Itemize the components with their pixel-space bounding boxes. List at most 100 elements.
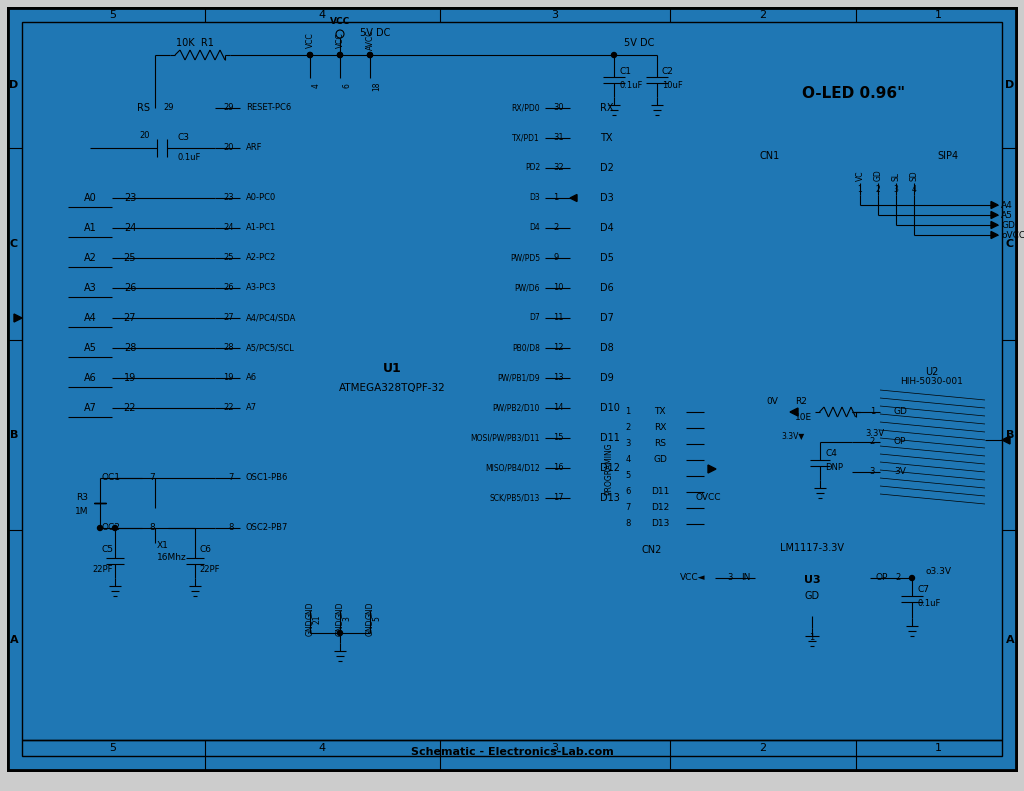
Text: VCC◄: VCC◄ xyxy=(680,573,705,582)
Text: 27: 27 xyxy=(223,313,234,323)
Text: RX: RX xyxy=(653,423,667,433)
Circle shape xyxy=(909,576,914,581)
Text: PD2: PD2 xyxy=(524,164,540,172)
Text: 2: 2 xyxy=(869,437,874,446)
Bar xyxy=(618,400,686,538)
Text: 2: 2 xyxy=(626,423,631,433)
Text: B: B xyxy=(10,430,18,440)
Text: 24: 24 xyxy=(223,224,234,233)
Text: RX: RX xyxy=(600,103,613,113)
Text: TX/PD1: TX/PD1 xyxy=(512,134,540,142)
Text: R3: R3 xyxy=(76,493,88,501)
Bar xyxy=(880,390,985,490)
Text: 12: 12 xyxy=(553,343,563,353)
Text: o3.3V: o3.3V xyxy=(925,567,951,577)
Text: A: A xyxy=(9,635,18,645)
Text: A3-PC3: A3-PC3 xyxy=(246,283,276,293)
Text: 3: 3 xyxy=(869,467,874,476)
Text: GD: GD xyxy=(893,407,907,417)
Text: 7: 7 xyxy=(626,504,631,513)
Polygon shape xyxy=(991,211,998,218)
Text: GND: GND xyxy=(336,601,344,619)
Text: D: D xyxy=(9,80,18,90)
Text: C4: C4 xyxy=(825,449,837,459)
Text: PW/PB2/D10: PW/PB2/D10 xyxy=(493,403,540,412)
Text: C1: C1 xyxy=(618,66,631,75)
Polygon shape xyxy=(991,202,998,209)
Text: 22PF: 22PF xyxy=(92,566,113,574)
Text: A7: A7 xyxy=(246,403,257,412)
Text: A6: A6 xyxy=(246,373,257,383)
Text: 0V: 0V xyxy=(766,398,778,407)
Text: 14: 14 xyxy=(553,403,563,412)
Text: DNP: DNP xyxy=(825,464,843,472)
Text: 23: 23 xyxy=(124,193,136,203)
Text: 28: 28 xyxy=(223,343,234,353)
Text: 5V DC: 5V DC xyxy=(359,28,390,38)
Polygon shape xyxy=(76,139,90,157)
Text: A4: A4 xyxy=(84,313,96,323)
Text: A1: A1 xyxy=(84,223,96,233)
Text: 3: 3 xyxy=(552,10,558,20)
Text: 2: 2 xyxy=(876,184,881,194)
Text: 25: 25 xyxy=(223,253,234,263)
Text: 15: 15 xyxy=(553,433,563,442)
Text: 22: 22 xyxy=(124,403,136,413)
Text: X1: X1 xyxy=(157,542,169,551)
Text: A7: A7 xyxy=(84,403,96,413)
Text: 21: 21 xyxy=(312,615,321,624)
Text: 20: 20 xyxy=(139,131,151,141)
Text: GD: GD xyxy=(873,169,883,181)
Text: 32: 32 xyxy=(553,164,563,172)
Text: A2: A2 xyxy=(84,253,96,263)
Circle shape xyxy=(113,525,118,531)
Text: D8: D8 xyxy=(600,343,613,353)
Polygon shape xyxy=(708,465,716,473)
Text: 0.1uF: 0.1uF xyxy=(918,600,941,608)
Text: D11: D11 xyxy=(600,433,620,443)
Text: 4: 4 xyxy=(312,84,321,89)
Text: D4: D4 xyxy=(529,224,540,233)
Text: 8: 8 xyxy=(150,524,155,532)
Text: D13: D13 xyxy=(651,520,670,528)
Text: 2: 2 xyxy=(895,573,900,582)
Polygon shape xyxy=(991,221,998,229)
Text: D2: D2 xyxy=(600,163,613,173)
Text: CN2: CN2 xyxy=(642,545,663,555)
Text: D6: D6 xyxy=(600,283,613,293)
Text: 5: 5 xyxy=(110,743,117,753)
Text: 18: 18 xyxy=(372,81,381,91)
Text: 3: 3 xyxy=(894,184,898,194)
Text: 4: 4 xyxy=(318,743,326,753)
Text: 1: 1 xyxy=(935,743,941,753)
Text: A5: A5 xyxy=(1001,210,1013,219)
Text: 2: 2 xyxy=(553,224,558,233)
Text: OP: OP xyxy=(894,437,906,446)
Text: GND: GND xyxy=(336,619,344,637)
Text: GD: GD xyxy=(653,456,667,464)
Text: 3V: 3V xyxy=(894,467,906,476)
Text: GND: GND xyxy=(366,601,375,619)
Text: OC1: OC1 xyxy=(101,474,120,483)
Text: A5/PC5/SCL: A5/PC5/SCL xyxy=(246,343,295,353)
Text: PROGRAMING: PROGRAMING xyxy=(604,443,613,495)
Text: A5: A5 xyxy=(84,343,96,353)
Text: D3: D3 xyxy=(529,194,540,202)
Text: A4/PC4/SDA: A4/PC4/SDA xyxy=(246,313,296,323)
Text: O-LED 0.96": O-LED 0.96" xyxy=(803,85,905,100)
Text: 1M: 1M xyxy=(75,506,88,516)
Text: 7: 7 xyxy=(150,474,155,483)
Text: 24: 24 xyxy=(124,223,136,233)
Text: 19: 19 xyxy=(223,373,234,383)
Text: OSC1-PB6: OSC1-PB6 xyxy=(246,474,289,483)
Bar xyxy=(730,28,978,183)
Bar xyxy=(240,78,545,611)
Text: 10uF: 10uF xyxy=(662,81,683,89)
Text: OVCC: OVCC xyxy=(696,494,722,502)
Text: U1: U1 xyxy=(383,361,401,374)
Text: B: B xyxy=(1006,430,1014,440)
Text: VC: VC xyxy=(855,171,864,181)
Text: AVCC: AVCC xyxy=(366,30,375,51)
Text: VCC: VCC xyxy=(336,32,344,48)
Text: TX: TX xyxy=(654,407,666,417)
